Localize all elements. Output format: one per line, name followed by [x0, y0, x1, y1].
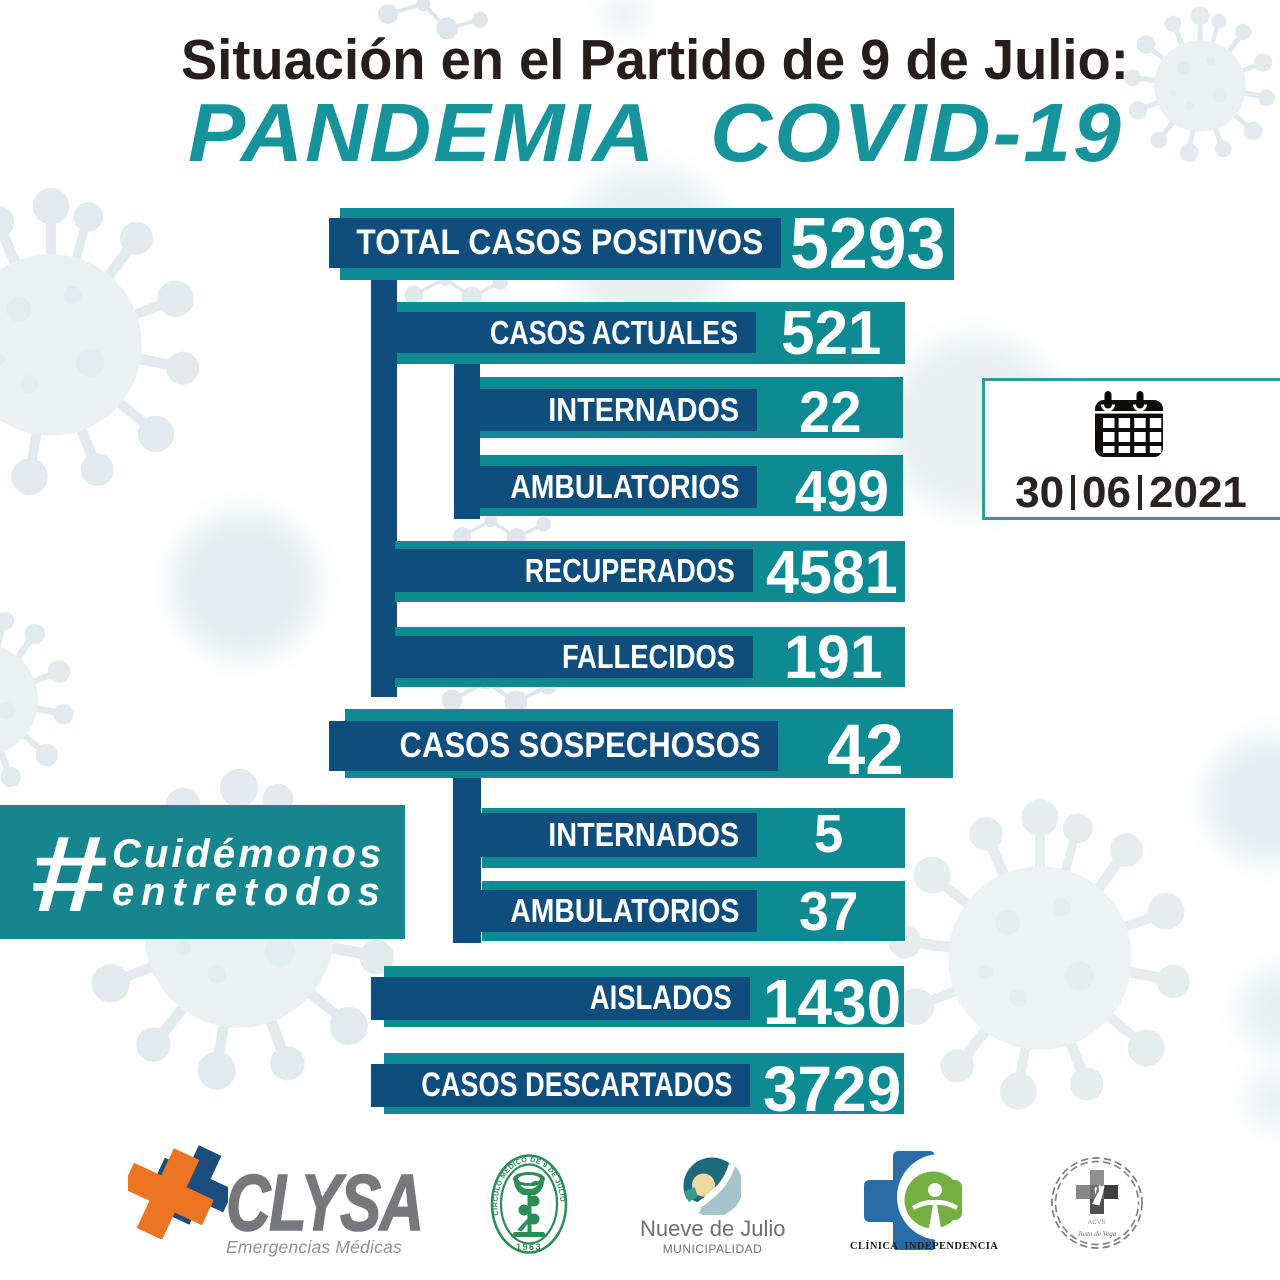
svg-text:1963: 1963 [516, 1242, 542, 1252]
svg-text:ACVS: ACVS [1088, 1220, 1106, 1226]
svg-text:Justo de Vega: Justo de Vega [1078, 1230, 1117, 1238]
